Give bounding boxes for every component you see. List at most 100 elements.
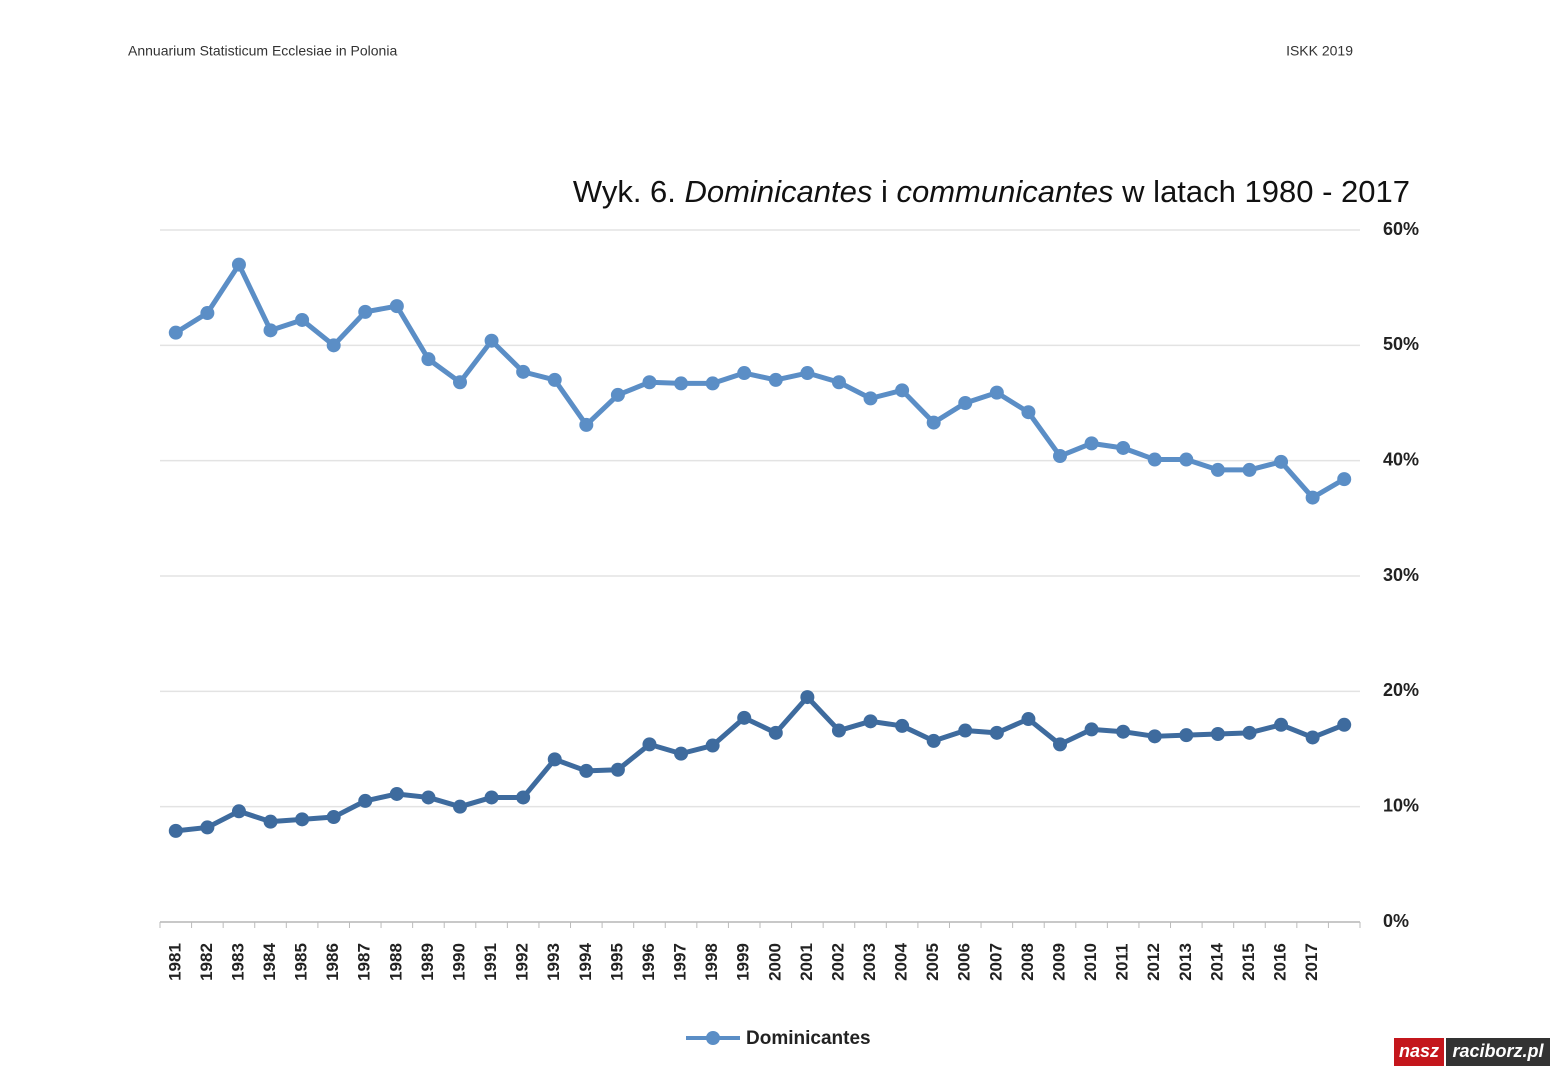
series-point <box>1274 717 1289 732</box>
series-point <box>989 725 1004 740</box>
series-point <box>200 820 215 835</box>
x-tick-label: 1989 <box>418 943 437 981</box>
series-point <box>800 366 815 381</box>
title-part: Dominicantes <box>685 174 873 209</box>
series-point <box>1274 454 1289 469</box>
x-tick-label: 1983 <box>228 943 247 981</box>
x-tick-label: 1992 <box>513 943 532 981</box>
watermark-box <box>1394 1038 1444 1066</box>
x-tick-label: 2008 <box>1018 943 1037 981</box>
y-tick-label: 50% <box>1383 334 1419 354</box>
series-point <box>705 738 720 753</box>
series-point <box>1337 717 1352 732</box>
title-part: communicantes <box>896 174 1113 209</box>
series-point <box>579 763 594 778</box>
legend-marker <box>706 1031 720 1045</box>
watermark-right: raciborz.pl <box>1452 1041 1544 1061</box>
series-point <box>737 710 752 725</box>
x-tick-label: 1990 <box>449 943 468 981</box>
series-point <box>1053 449 1067 464</box>
header-right: ISKK 2019 <box>1286 43 1353 59</box>
series-point <box>1242 725 1257 740</box>
series-point <box>768 372 783 387</box>
series-point <box>200 306 215 321</box>
series-point <box>453 799 467 814</box>
series-point <box>863 714 878 729</box>
legend-label: Dominicantes <box>746 1028 871 1049</box>
series-point <box>958 396 973 410</box>
series-point <box>1305 730 1320 745</box>
series-point <box>1210 727 1225 742</box>
y-tick-label: 60% <box>1383 219 1419 239</box>
x-tick-label: 2006 <box>955 943 974 981</box>
series-point <box>1179 452 1194 467</box>
x-tick-label: 2005 <box>923 943 942 981</box>
series-point <box>484 333 499 348</box>
x-tick-label: 1995 <box>607 943 626 981</box>
series-point <box>1147 452 1162 467</box>
series-point <box>516 790 531 805</box>
header-left: Annuarium Statisticum Ecclesiae in Polon… <box>128 43 397 59</box>
x-tick-label: 2002 <box>828 943 847 981</box>
x-tick-label: 1993 <box>544 943 563 981</box>
x-tick-label: 2012 <box>1144 943 1163 981</box>
series-point <box>831 723 846 738</box>
series-point <box>989 385 1004 400</box>
x-tick-label: 1987 <box>355 943 374 981</box>
x-tick-label: 1994 <box>576 943 595 981</box>
series-point <box>863 391 878 406</box>
x-tick-label: 1986 <box>323 943 342 981</box>
series-point <box>1147 729 1162 744</box>
y-tick-label: 10% <box>1383 795 1419 815</box>
series-point <box>358 793 373 808</box>
series-point <box>642 737 657 752</box>
series-point <box>295 312 310 327</box>
series-point <box>958 723 973 738</box>
x-tick-label: 2017 <box>1302 943 1321 981</box>
series-point <box>231 257 246 272</box>
series-point <box>358 304 373 319</box>
series-point <box>1116 724 1131 739</box>
series-point <box>168 823 183 838</box>
series-point <box>895 383 910 398</box>
series-point <box>768 725 783 740</box>
title-part: w latach 1980 - 2017 <box>1114 174 1410 209</box>
series-point <box>263 323 278 338</box>
series-point <box>1116 440 1131 455</box>
x-tick-label: 2004 <box>892 943 911 981</box>
x-tick-label: 1984 <box>260 943 279 981</box>
x-tick-label: 1982 <box>197 943 216 981</box>
series-point <box>1053 737 1067 752</box>
y-tick-label: 0% <box>1383 911 1409 931</box>
x-tick-label: 1988 <box>386 943 405 981</box>
title-part: Wyk. 6. <box>573 174 685 209</box>
y-tick-label: 20% <box>1383 680 1419 700</box>
series-point <box>516 364 531 379</box>
series-line <box>174 262 1346 501</box>
series-point <box>674 746 689 761</box>
series-point <box>610 762 625 777</box>
series-point <box>1179 728 1194 743</box>
series-point <box>326 810 341 825</box>
series-point <box>800 690 815 705</box>
x-tick-label: 2010 <box>1081 943 1100 981</box>
x-tick-label: 1998 <box>702 943 721 981</box>
series-point <box>831 375 846 390</box>
series-point <box>610 387 625 402</box>
x-tick-label: 2007 <box>986 943 1005 981</box>
series-point <box>295 812 310 827</box>
series-point <box>1084 722 1099 737</box>
x-tick-label: 1981 <box>165 943 184 981</box>
series-point <box>421 352 436 367</box>
series-point <box>1084 436 1099 451</box>
series-point <box>1210 462 1225 477</box>
x-tick-label: 2000 <box>765 943 784 981</box>
chart-title: Wyk. 6. Dominicantes i communicantes w l… <box>573 174 1410 209</box>
series-point <box>1021 712 1036 727</box>
watermark-left: nasz <box>1399 1041 1439 1061</box>
series-point <box>389 299 404 314</box>
series-point <box>705 376 720 391</box>
series-point <box>1021 405 1036 420</box>
x-tick-label: 2009 <box>1049 943 1068 981</box>
